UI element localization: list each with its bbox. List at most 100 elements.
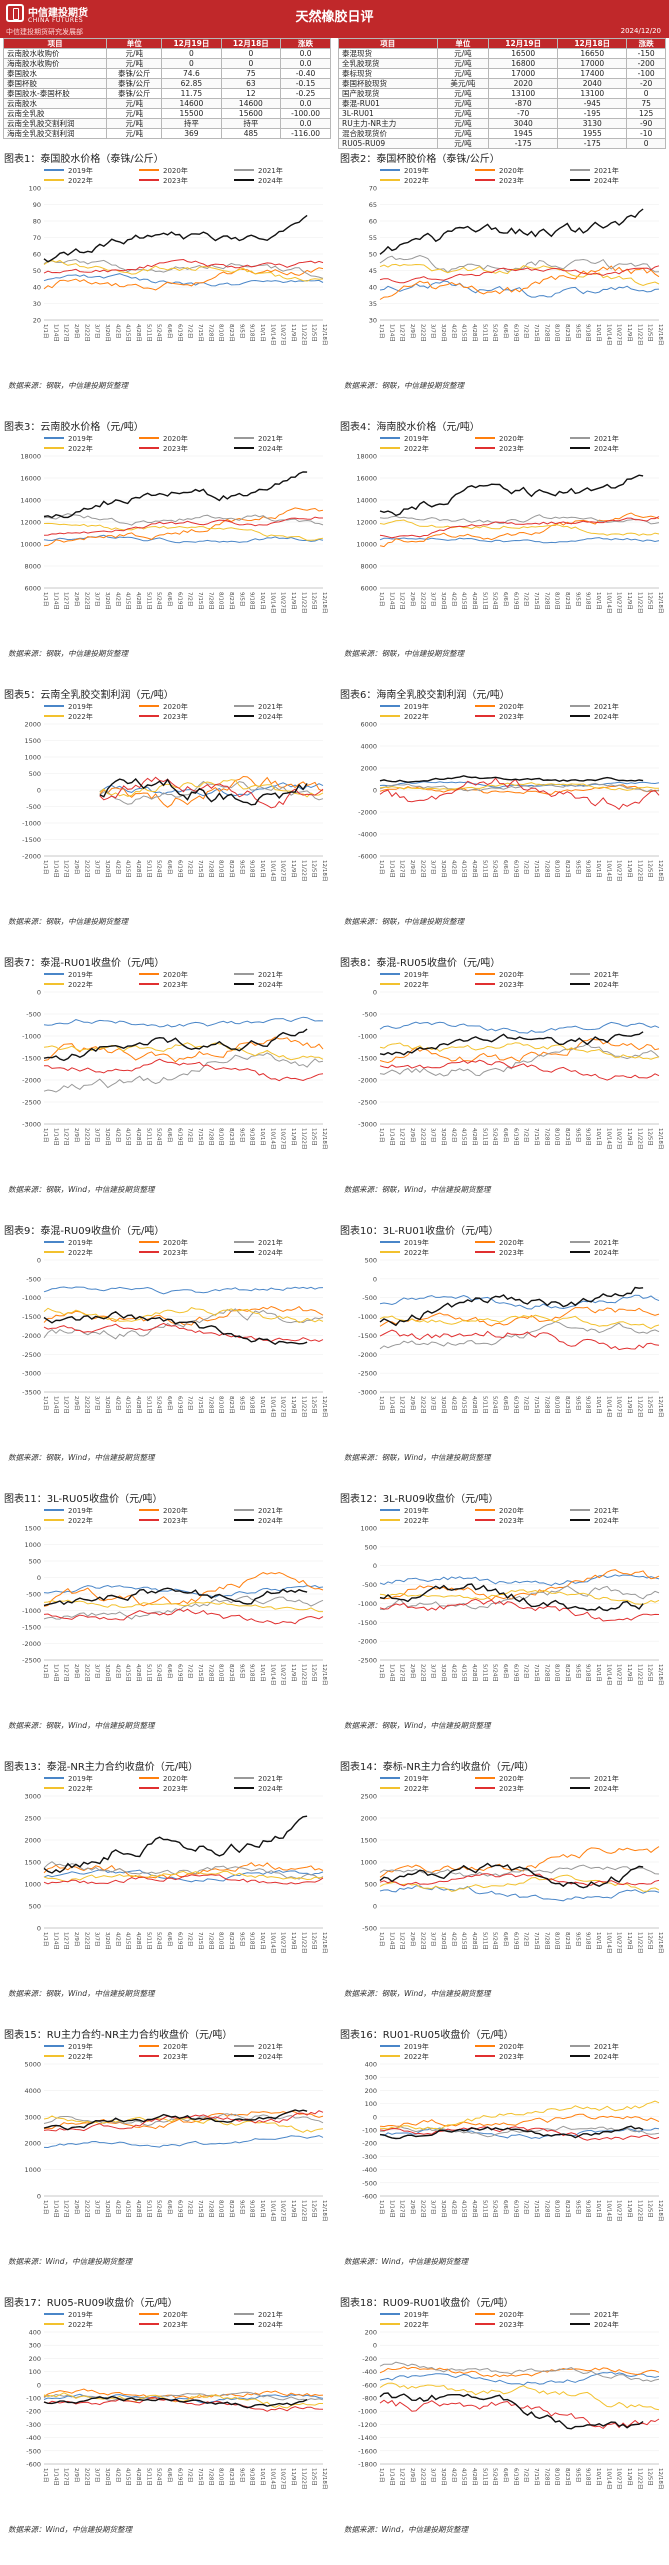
legend-label: 2024年 (594, 712, 619, 721)
series-line-2019年 (43, 1869, 324, 1883)
x-tick-label: 11/22日 (300, 592, 307, 613)
y-tick-label: 50 (33, 267, 41, 275)
x-tick-label: 4/28日 (471, 860, 478, 878)
chart-title-18: 图表18：RU09-RU01收盘价（元/吨） (340, 2298, 514, 2309)
x-tick-label: 12/18日 (321, 1932, 328, 1953)
chart-17: 2019年 2020年 2021年 2022年 2023年 2024年 -600 -500 -4… (26, 2310, 328, 2489)
x-tick-label: 3/7日 (94, 2468, 101, 2482)
series-line-2023年 (43, 1874, 324, 1885)
right-table-header-1: 单位 (436, 38, 490, 49)
legend-label: 2019年 (404, 166, 429, 175)
series-line-2021年 (379, 514, 660, 525)
series-line-2022年 (43, 259, 324, 282)
x-tick-label: 12/18日 (657, 324, 664, 345)
x-tick-label: 8/23日 (564, 2200, 571, 2218)
x-tick-label: 8/10日 (554, 1664, 561, 1682)
x-tick-label: 12/18日 (321, 860, 328, 881)
left-table-header-0: 项目 (2, 38, 108, 49)
x-tick-label: 7/28日 (543, 860, 550, 878)
legend-label: 2022年 (68, 1784, 93, 1793)
x-tick-label: 1/14日 (388, 1396, 395, 1414)
x-tick-label: 1/1日 (378, 1664, 385, 1678)
right-table-cell: 元/吨 (436, 68, 490, 79)
y-tick-label: -1000 (22, 1294, 41, 1302)
y-tick-label: 18000 (356, 453, 377, 461)
x-tick-label: 3/7日 (430, 2468, 437, 2482)
x-tick-label: 3/20日 (440, 592, 447, 610)
y-tick-label: -1600 (358, 2447, 377, 2455)
x-tick-label: 1/14日 (388, 1664, 395, 1682)
x-tick-label: 11/22日 (300, 324, 307, 345)
right-table-cell: -20 (626, 78, 666, 89)
x-tick-label: 9/5日 (574, 1396, 581, 1410)
series-line-2024年 (43, 471, 308, 519)
legend-label: 2019年 (68, 1774, 93, 1783)
x-tick-label: 12/5日 (647, 1396, 654, 1414)
series-line-2019年 (43, 1286, 324, 1295)
source-note-3: 数据来源：钢联，中信建投期货整理 (8, 649, 128, 658)
x-tick-label: 12/5日 (311, 592, 318, 610)
x-tick-label: 12/18日 (657, 1664, 664, 1685)
left-table-cell: 14600 (161, 98, 222, 109)
y-tick-label: 400 (365, 2061, 377, 2069)
legend-label: 2022年 (68, 2320, 93, 2329)
x-tick-label: 10/27日 (280, 1664, 287, 1685)
x-tick-label: 4/28日 (135, 1664, 142, 1682)
table-row: 云南胶水收购价 元/吨 0 0 0.0 (2, 48, 331, 59)
y-tick-label: 200 (365, 2329, 377, 2337)
table-row: 云南胶水 元/吨 14600 14600 0.0 (2, 98, 331, 109)
x-tick-label: 9/5日 (238, 1664, 245, 1678)
chart-title-14: 图表14：泰标-NR主力合约收盘价（元/吨） (340, 1762, 535, 1773)
legend-label: 2023年 (499, 176, 524, 185)
x-tick-label: 10/1日 (259, 1128, 266, 1146)
x-tick-label: 8/10日 (554, 1396, 561, 1414)
x-tick-label: 8/10日 (218, 324, 225, 342)
x-tick-label: 12/5日 (311, 2468, 318, 2486)
x-tick-label: 5/24日 (492, 860, 499, 878)
chart-8: 2019年 2020年 2021年 2022年 2023年 2024年 -3000 -2500… (358, 970, 664, 1149)
series-line-2019年 (379, 1021, 660, 1034)
x-tick-label: 11/22日 (636, 324, 643, 345)
legend-label: 2019年 (68, 1506, 93, 1515)
legend-label: 2019年 (68, 702, 93, 711)
x-tick-label: 4/28日 (471, 324, 478, 342)
left-table-cell: 485 (220, 128, 282, 139)
x-tick-label: 4/15日 (125, 592, 132, 610)
left-table-cell: 元/吨 (106, 118, 163, 129)
source-note-18: 数据来源：Wind，中信建投期货整理 (344, 2525, 469, 2534)
x-tick-label: 11/9日 (626, 2200, 633, 2218)
x-tick-label: 8/23日 (228, 1396, 235, 1414)
x-tick-label: 5/11日 (481, 2468, 488, 2486)
table-row: 云南全乳胶 元/吨 15500 15600 -100.00 (2, 108, 331, 119)
x-tick-label: 6/6日 (502, 860, 509, 874)
x-tick-label: 6/19日 (512, 2200, 519, 2218)
legend-label: 2020年 (163, 1774, 188, 1783)
legend-label: 2019年 (404, 2042, 429, 2051)
legend-label: 2024年 (258, 712, 283, 721)
legend-label: 2022年 (68, 444, 93, 453)
legend-label: 2020年 (499, 1774, 524, 1783)
x-tick-label: 1/14日 (388, 592, 395, 610)
x-tick-label: 2/9日 (409, 860, 416, 874)
x-tick-label: 6/6日 (502, 1664, 509, 1678)
x-tick-label: 7/2日 (187, 1932, 194, 1946)
series-line-2023年 (379, 516, 660, 539)
x-tick-label: 12/5日 (647, 1664, 654, 1682)
x-tick-label: 10/27日 (280, 860, 287, 881)
x-tick-label: 5/11日 (481, 324, 488, 342)
chart-title-3: 图表3：云南胶水价格（元/吨） (4, 422, 144, 433)
x-tick-label: 5/11日 (481, 1128, 488, 1146)
x-tick-label: 3/7日 (430, 1664, 437, 1678)
x-tick-label: 2/22日 (83, 1932, 90, 1950)
y-tick-label: -3000 (358, 1389, 377, 1397)
x-tick-label: 11/22日 (636, 1664, 643, 1685)
x-tick-label: 3/7日 (94, 1396, 101, 1410)
y-tick-label: -1000 (358, 2408, 377, 2416)
x-tick-label: 2/22日 (419, 2200, 426, 2218)
x-tick-label: 7/28日 (543, 1932, 550, 1950)
x-tick-label: 10/14日 (605, 324, 612, 345)
x-tick-label: 11/22日 (636, 592, 643, 613)
x-tick-label: 2/22日 (83, 1664, 90, 1682)
right-table-cell: -175 (488, 138, 559, 149)
